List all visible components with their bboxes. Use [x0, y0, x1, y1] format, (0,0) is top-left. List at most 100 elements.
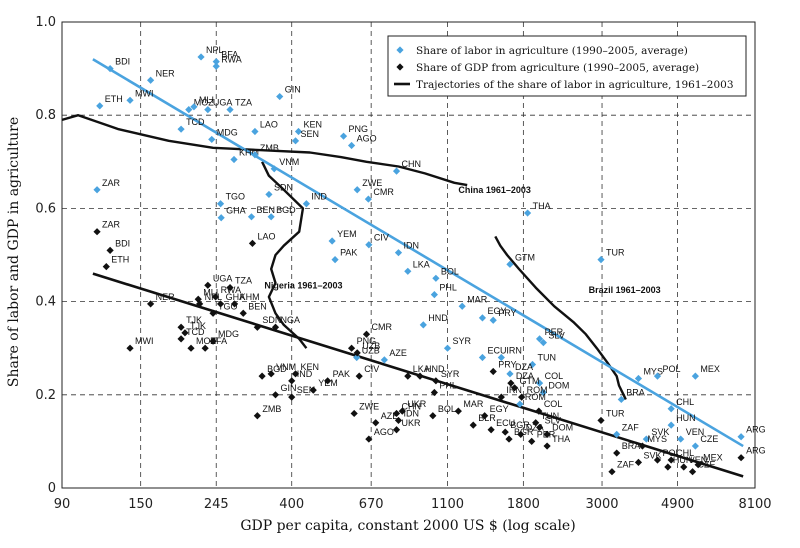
point-gdp-bra: [613, 449, 621, 457]
point-label-labor-uga: UGA: [213, 98, 233, 108]
point-gdp-ukr: [392, 426, 401, 434]
point-label-labor-bgd: BGD: [276, 205, 296, 215]
point-label-labor-aze: AZE: [389, 348, 407, 358]
point-labor-hun: [667, 421, 675, 429]
point-gdp-gtm: [510, 384, 519, 392]
point-gdp-moz: [187, 344, 195, 352]
point-label-labor-svk: SVK: [651, 427, 669, 437]
legend-marker-labor: [396, 46, 404, 54]
point-labor-ner: [147, 76, 155, 84]
point-labor-mar: [458, 302, 466, 310]
point-label-gdp-ind: IND: [297, 369, 313, 379]
point-label-gdp-mdg: MDG: [218, 329, 239, 339]
point-label-labor-ind: IND: [311, 192, 327, 202]
point-label-labor-bdi: BDI: [115, 57, 130, 67]
trajectory-label-nigeria: Nigeria 1961–2003: [264, 280, 342, 290]
point-label-gdp-aze: AZE: [381, 411, 399, 421]
point-gdp-phl: [430, 388, 438, 397]
point-gdp-khm: [230, 300, 239, 308]
point-labor-dom: [539, 388, 547, 397]
point-label-gdp-zmb: ZMB: [262, 404, 281, 414]
point-gdp-mys: [638, 442, 647, 450]
point-gdp-chl: [667, 456, 675, 464]
point-label-labor-mex: MEX: [700, 364, 720, 374]
point-label-gdp-moz: MOZ: [196, 336, 216, 346]
trajectory-label-brazil: Brazil 1961–2003: [589, 285, 661, 295]
point-label-gdp-lao: LAO: [257, 231, 275, 241]
point-label-labor-rwa: RWA: [221, 54, 242, 64]
point-label-gdp-mwi: MWI: [135, 336, 154, 346]
point-labor-bra: [617, 395, 625, 404]
point-label-labor-hun: HUN: [676, 413, 696, 423]
point-label-gdp-ner: NER: [156, 292, 176, 302]
x-tick-label: 4900: [661, 497, 694, 512]
point-gdp-tha: [543, 442, 551, 450]
point-label-labor-zwe: ZWE: [362, 178, 382, 188]
point-labor-vnm: [270, 165, 278, 173]
point-label-labor-sdn: SDN: [274, 182, 293, 192]
legend: Share of labor in agriculture (1990–2005…: [387, 35, 747, 97]
point-gdp-png: [347, 344, 356, 352]
point-label-gdp-slv: SLV: [545, 415, 561, 425]
point-label-gdp-yem: YEM: [318, 378, 338, 388]
point-gdp-hun: [664, 463, 672, 471]
point-gdp-mdg: [209, 337, 217, 345]
point-gdp-mex: [694, 461, 702, 469]
point-gdp-nga: [271, 323, 280, 331]
point-gdp-tjk: [177, 323, 185, 331]
point-label-labor-zaf: ZAF: [622, 422, 640, 432]
point-label-gdp-gtm: GTM: [520, 376, 540, 386]
point-label-gdp-ago: AGO: [374, 427, 394, 437]
point-gdp-idn: [394, 416, 403, 425]
point-label-labor-per: PER: [545, 327, 564, 337]
point-label-gdp-ven: VEN: [689, 455, 708, 465]
point-labor-ecu: [478, 353, 487, 362]
point-label-labor-gin: GIN: [285, 85, 301, 95]
point-gdp-uga: [204, 281, 212, 289]
point-gdp-syr: [432, 377, 440, 385]
point-label-gdp-arg: ARG: [746, 446, 766, 456]
legend-label: Share of GDP from agriculture (1990–2005…: [416, 62, 699, 74]
point-label-labor-ven: VEN: [686, 427, 705, 437]
point-label-labor-cmr: CMR: [373, 187, 394, 197]
point-label-labor-cze: CZE: [700, 434, 718, 444]
point-label-gdp-tza: TZA: [235, 276, 252, 286]
point-label-labor-hnd: HND: [428, 313, 448, 323]
point-labor-aze: [380, 356, 388, 364]
point-gdp-ago: [365, 435, 373, 443]
point-label-gdp-ken: KEN: [301, 362, 320, 372]
point-gdp-bgd: [258, 372, 266, 380]
point-labor-tcd: [177, 125, 185, 133]
point-gdp-mwi: [126, 344, 134, 352]
point-gdp-mar: [454, 407, 462, 415]
point-gdp-ben: [239, 309, 247, 317]
point-labor-slv: [539, 339, 547, 347]
point-label-gdp-gha: GHA: [226, 292, 246, 302]
point-labor-moz: [185, 106, 193, 114]
point-label-gdp-vnm: VNM: [276, 362, 296, 372]
point-labor-pak: [331, 256, 339, 264]
point-labor-svk: [642, 435, 650, 443]
point-label-labor-chn: CHN: [402, 159, 422, 169]
point-gdp-slv: [535, 423, 544, 432]
point-label-labor-mli: MLI: [199, 95, 214, 105]
point-labor-mdg: [208, 135, 216, 144]
point-gdp-rwa: [211, 293, 220, 301]
point-labor-ago: [347, 141, 356, 150]
point-labor-lao: [251, 127, 259, 136]
point-label-gdp-dza: DZA: [526, 422, 544, 432]
point-gdp-tur: [597, 416, 605, 425]
point-label-gdp-tjk: TJK: [190, 321, 206, 331]
point-gdp-ken: [291, 370, 300, 378]
point-label-labor-rom: ROM: [525, 392, 546, 402]
x-tick-label: 90: [54, 497, 71, 512]
point-gdp-tjk: [181, 329, 189, 337]
x-tick-label: 1800: [507, 497, 540, 512]
x-axis-title: GDP per capita, constant 2000 US $ (log …: [240, 518, 575, 534]
point-gdp-mli: [194, 295, 202, 303]
trajectory-china: [61, 114, 468, 187]
point-gdp-gin: [271, 391, 280, 399]
point-gdp-tgo: [209, 309, 217, 317]
point-gdp-svk: [634, 458, 643, 466]
